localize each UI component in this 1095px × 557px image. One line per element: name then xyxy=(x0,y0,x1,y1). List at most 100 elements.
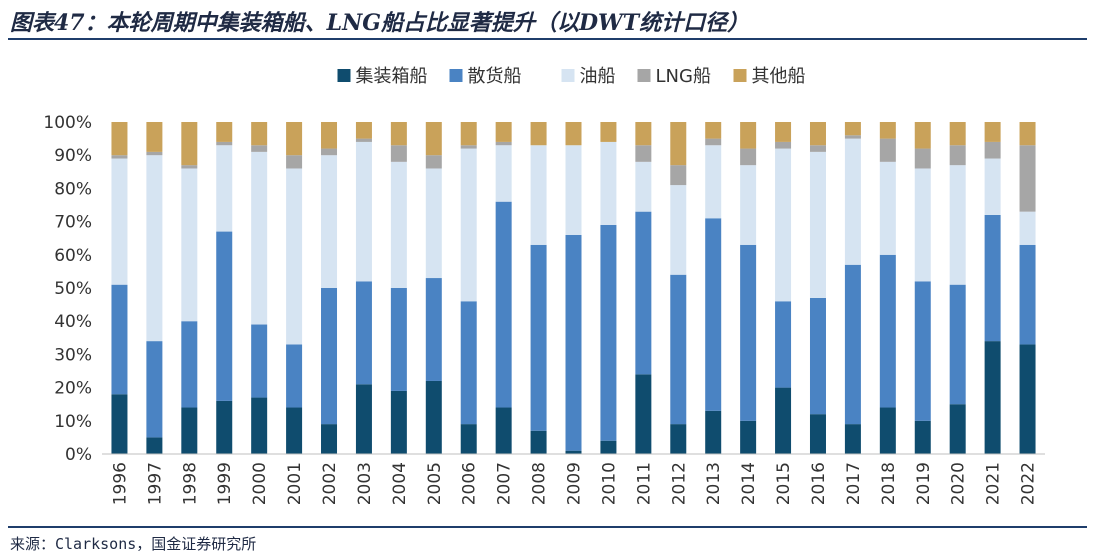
legend-item: LNG船 xyxy=(637,66,711,87)
bar-segment-other xyxy=(740,122,757,149)
bar-segment-container xyxy=(670,424,687,454)
source-note: 来源：Clarksons，国金证券研究所 xyxy=(10,535,257,553)
bar-segment-lng xyxy=(216,141,233,146)
bar-segment-container xyxy=(495,407,512,454)
legend-swatch xyxy=(637,69,651,82)
x-tick-label: 2019 xyxy=(914,462,934,505)
bar-segment-lng xyxy=(425,155,442,169)
bar-segment-lng xyxy=(251,145,268,152)
bar-segment-other xyxy=(844,122,861,136)
x-tick-label: 2011 xyxy=(634,462,654,505)
bar-segment-container xyxy=(216,400,233,454)
bar-segment-container xyxy=(949,404,966,454)
legend-swatch xyxy=(449,69,463,82)
bar-segment-container xyxy=(844,424,861,454)
bar-segment-bulk xyxy=(740,244,757,421)
bar-segment-container xyxy=(600,440,617,454)
bar-segment-bulk xyxy=(984,214,1001,342)
bar-segment-container xyxy=(251,397,268,454)
bar-segment-lng xyxy=(809,145,826,152)
bar-segment-tanker xyxy=(1019,211,1036,245)
y-tick-label: 10% xyxy=(54,412,92,432)
bar-segment-other xyxy=(984,122,1001,142)
source-rule xyxy=(8,526,1087,528)
bar-segment-tanker xyxy=(984,158,1001,215)
bar-segment-bulk xyxy=(670,274,687,425)
x-tick-label: 2016 xyxy=(809,462,829,505)
y-tick-label: 20% xyxy=(54,379,92,399)
y-tick-label: 80% xyxy=(54,179,92,199)
bar-segment-lng xyxy=(844,135,861,139)
bar-segment-container xyxy=(321,424,338,454)
bar-segment-bulk xyxy=(425,278,442,381)
bar-segment-bulk xyxy=(286,344,303,408)
bar-segment-lng xyxy=(879,138,896,162)
y-tick-label: 40% xyxy=(54,312,92,332)
bar-segment-container xyxy=(879,407,896,454)
x-tick-label: 2004 xyxy=(390,462,410,505)
bar-segment-container xyxy=(111,394,128,454)
bar-segment-tanker xyxy=(565,145,582,235)
bar-segment-tanker xyxy=(321,155,338,288)
bar-segment-tanker xyxy=(949,165,966,285)
bar-segment-tanker xyxy=(914,168,931,282)
x-tick-label: 2007 xyxy=(495,462,515,505)
bar-segment-tanker xyxy=(775,148,792,302)
x-tick-label: 2012 xyxy=(669,462,689,505)
bars xyxy=(111,122,1036,454)
bar-segment-tanker xyxy=(670,185,687,275)
x-tick-label: 2009 xyxy=(565,462,585,505)
y-axis: 0% 10% 20% 30% 40% 50% 60% 70% 80% 90% 100% xyxy=(43,113,92,465)
bar-segment-other xyxy=(670,122,687,166)
bar-segment-other xyxy=(390,122,407,146)
bar-segment-bulk xyxy=(216,231,233,401)
bar-segment-lng xyxy=(740,148,757,166)
legend-item: 散货船 xyxy=(449,66,522,87)
bar-segment-container xyxy=(355,384,372,454)
bar-segment-lng xyxy=(1019,145,1036,212)
bar-segment-bulk xyxy=(181,321,198,408)
y-tick-label: 30% xyxy=(54,345,92,365)
bar-segment-bulk xyxy=(321,288,338,425)
legend-label: 其他船 xyxy=(752,66,806,87)
x-tick-label: 2020 xyxy=(949,462,969,505)
bar-segment-other xyxy=(460,122,477,146)
bar-segment-other xyxy=(111,122,128,156)
legend-item: 其他船 xyxy=(733,66,806,87)
bar-segment-bulk xyxy=(635,211,652,375)
bar-segment-container xyxy=(390,390,407,454)
y-tick-label: 50% xyxy=(54,279,92,299)
bar-segment-bulk xyxy=(705,218,722,411)
bar-segment-container xyxy=(705,410,722,454)
bar-segment-tanker xyxy=(460,148,477,302)
bar-segment-bulk xyxy=(146,341,163,438)
bar-segment-other xyxy=(809,122,826,146)
x-tick-label: 2014 xyxy=(739,462,759,505)
bar-segment-tanker xyxy=(809,151,826,298)
x-tick-label: 1996 xyxy=(110,462,130,505)
bar-segment-other xyxy=(879,122,896,139)
y-tick-label: 70% xyxy=(54,213,92,233)
bar-segment-bulk xyxy=(600,224,617,441)
legend-item: 集装箱船 xyxy=(337,66,428,87)
bar-segment-other xyxy=(286,122,303,156)
bar-segment-other xyxy=(600,122,617,142)
legend-label: 油船 xyxy=(580,66,616,87)
bar-segment-tanker xyxy=(425,168,442,279)
bar-segment-lng xyxy=(460,145,477,149)
bar-segment-other xyxy=(635,122,652,146)
x-tick-label: 2006 xyxy=(460,462,480,505)
bar-segment-other xyxy=(251,122,268,146)
legend-item: 油船 xyxy=(561,66,616,87)
bar-segment-tanker xyxy=(740,165,757,245)
x-tick-label: 2013 xyxy=(704,462,724,505)
bar-segment-lng xyxy=(146,151,163,156)
bar-segment-container xyxy=(914,420,931,454)
x-tick-label: 2003 xyxy=(355,462,375,505)
bar-segment-bulk xyxy=(495,201,512,408)
bar-segment-other xyxy=(355,122,372,139)
bar-segment-container xyxy=(565,450,582,454)
y-tick-label: 0% xyxy=(65,445,92,465)
x-tick-label: 2017 xyxy=(844,462,864,505)
